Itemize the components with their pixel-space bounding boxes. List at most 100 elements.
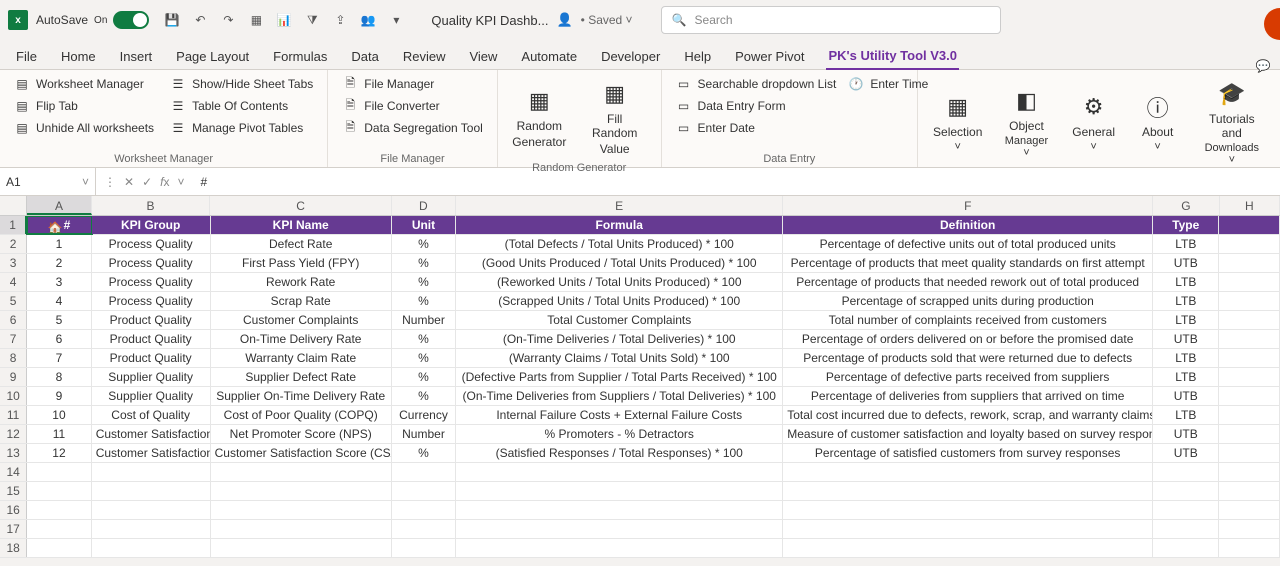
searchable-dropdown-list-button[interactable]: ▭Searchable dropdown List [672,74,841,94]
cell[interactable]: Customer Complaints [211,311,392,329]
file-converter-button[interactable]: 🗎File Converter [338,96,487,116]
cell[interactable]: Customer Satisfaction Score (CSAT) [211,444,392,462]
cell[interactable]: (Good Units Produced / Total Units Produ… [456,254,783,272]
cell[interactable]: LTB [1153,235,1219,253]
cell[interactable]: Process Quality [92,273,211,291]
cell[interactable]: UTB [1153,254,1219,272]
row-header-3[interactable]: 3 [0,254,27,272]
cell[interactable] [1219,482,1280,500]
cell[interactable]: LTB [1153,311,1219,329]
cell[interactable]: Percentage of orders delivered on or bef… [783,330,1153,348]
row-header-2[interactable]: 2 [0,235,27,253]
cell[interactable] [1219,501,1280,519]
row-header-1[interactable]: 1 [0,216,27,234]
cell[interactable]: Total cost incurred due to defects, rewo… [783,406,1153,424]
header-cell[interactable]: Definition [783,216,1153,234]
cell[interactable]: % Promoters - % Detractors [456,425,783,443]
cell[interactable] [27,463,91,481]
ribbon-tab-automate[interactable]: Automate [519,45,579,69]
cell[interactable] [92,520,211,538]
table-of-contents-button[interactable]: ☰Table Of Contents [166,96,317,116]
row-header-11[interactable]: 11 [0,406,27,424]
cell[interactable]: (Reworked Units / Total Units Produced) … [456,273,783,291]
cell[interactable] [1219,368,1280,386]
cell[interactable] [211,482,392,500]
col-header-D[interactable]: D [392,196,456,215]
autosave-toggle[interactable]: AutoSave On [36,11,149,29]
cell[interactable] [92,539,211,557]
col-header-B[interactable]: B [92,196,211,215]
cell[interactable] [92,463,211,481]
person-icon[interactable]: 👥 [359,11,377,29]
row-header-15[interactable]: 15 [0,482,27,500]
cell[interactable]: Total number of complaints received from… [783,311,1153,329]
select-all-corner[interactable] [0,196,27,215]
cell[interactable] [392,520,456,538]
header-cell[interactable]: KPI Name [211,216,392,234]
selection-button[interactable]: ▦Selection˅ [928,74,987,170]
cell[interactable] [1219,539,1280,557]
cell[interactable] [211,539,392,557]
data-entry-form-button[interactable]: ▭Data Entry Form [672,96,841,116]
cell[interactable] [1219,235,1280,253]
cell[interactable]: 1 [27,235,91,253]
cell[interactable]: (Defective Parts from Supplier / Total P… [456,368,783,386]
cell[interactable] [456,482,783,500]
document-title[interactable]: Quality KPI Dashb... 👤 • Saved ˅ [431,12,632,28]
ribbon-tab-data[interactable]: Data [349,45,380,69]
cell[interactable] [1219,444,1280,462]
manage-pivot-tables-button[interactable]: ☰Manage Pivot Tables [166,118,317,138]
cell[interactable]: Supplier Quality [92,387,211,405]
cell[interactable] [783,539,1153,557]
cell[interactable] [92,482,211,500]
cell[interactable] [211,501,392,519]
worksheet-grid[interactable]: ABCDEFGH1🏠 #KPI GroupKPI NameUnitFormula… [0,196,1280,558]
cell[interactable] [211,463,392,481]
chart-icon[interactable]: 📊 [275,11,293,29]
cell[interactable]: Process Quality [92,235,211,253]
cell[interactable]: Product Quality [92,349,211,367]
cell[interactable]: (On-Time Deliveries / Total Deliveries) … [456,330,783,348]
cell[interactable] [392,463,456,481]
cell[interactable]: LTB [1153,292,1219,310]
cell[interactable]: 8 [27,368,91,386]
cell[interactable] [211,520,392,538]
cell[interactable]: 5 [27,311,91,329]
cell[interactable] [456,539,783,557]
save-icon[interactable]: 💾 [163,11,181,29]
cell[interactable] [1219,520,1280,538]
cell[interactable] [1153,482,1219,500]
cancel-icon[interactable]: ✕ [124,175,134,189]
object-button[interactable]: ◧ObjectManager ˅ [995,74,1057,170]
general-button[interactable]: ⚙General˅ [1066,74,1122,170]
row-header-13[interactable]: 13 [0,444,27,462]
cell[interactable]: Percentage of products that meet quality… [783,254,1153,272]
cell[interactable]: 4 [27,292,91,310]
header-cell[interactable]: Unit [392,216,456,234]
cell[interactable]: % [392,254,456,272]
cell[interactable]: Scrap Rate [211,292,392,310]
cell[interactable]: (Satisfied Responses / Total Responses) … [456,444,783,462]
cell[interactable]: % [392,349,456,367]
cell[interactable] [1153,501,1219,519]
cell[interactable]: Internal Failure Costs + External Failur… [456,406,783,424]
ribbon-tab-page-layout[interactable]: Page Layout [174,45,251,69]
cell[interactable] [783,463,1153,481]
cell[interactable]: % [392,368,456,386]
row-header-16[interactable]: 16 [0,501,27,519]
header-cell[interactable]: 🏠 # [27,216,91,234]
cell[interactable] [783,501,1153,519]
cell[interactable]: Currency [392,406,456,424]
data-segregation-tool-button[interactable]: 🗎Data Segregation Tool [338,118,487,138]
col-header-E[interactable]: E [456,196,783,215]
cell[interactable] [392,501,456,519]
enter-icon[interactable]: ✓ [142,175,152,189]
cell[interactable]: UTB [1153,425,1219,443]
col-header-G[interactable]: G [1153,196,1219,215]
header-cell[interactable]: Type [1153,216,1219,234]
cell[interactable] [1219,349,1280,367]
cell[interactable] [1219,463,1280,481]
cell[interactable] [783,482,1153,500]
cell[interactable]: (Scrapped Units / Total Units Produced) … [456,292,783,310]
about-button[interactable]: ⓘAbout˅ [1130,74,1186,170]
